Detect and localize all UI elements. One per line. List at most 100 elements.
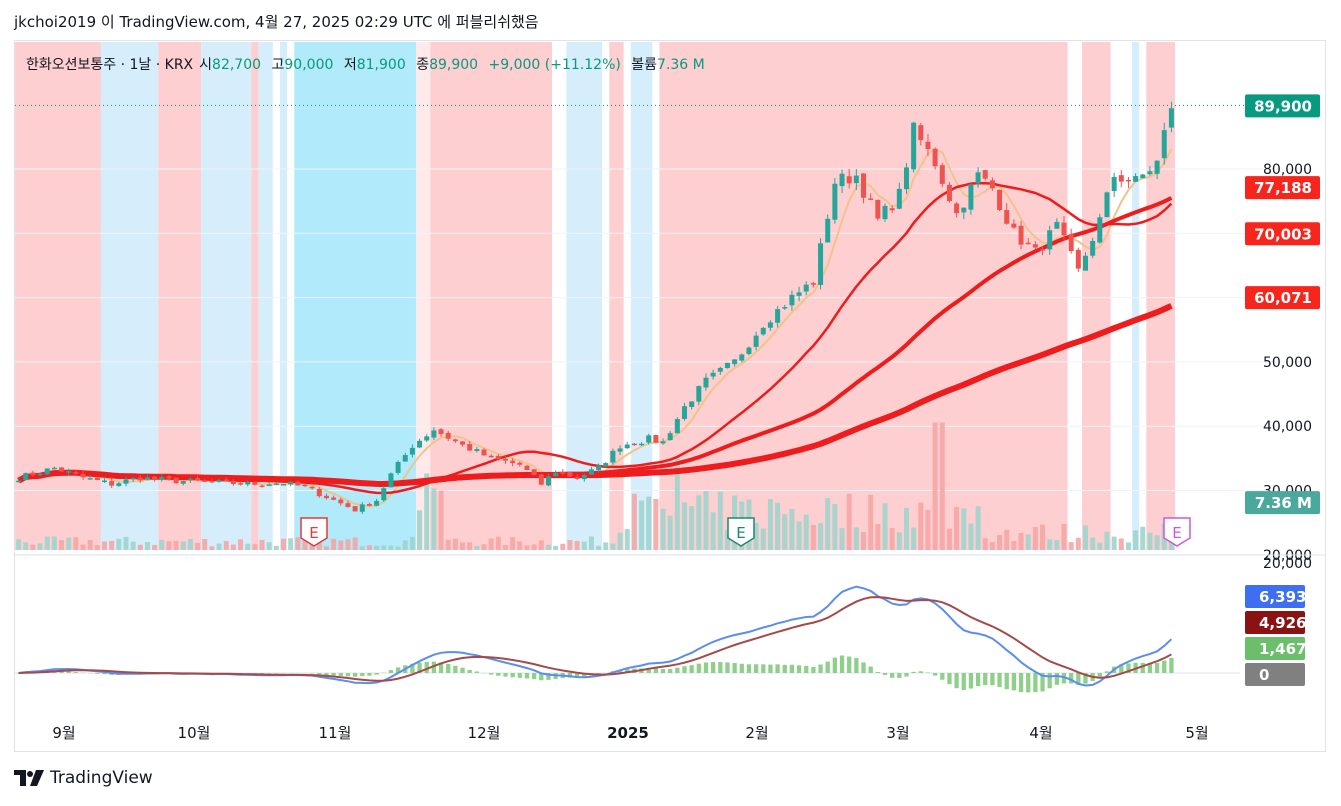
volume-bar (238, 539, 244, 550)
volume-bar (388, 545, 394, 550)
volume-bar (1061, 523, 1067, 550)
macd-badge (1245, 663, 1305, 686)
macd-histogram-bar (1018, 673, 1024, 693)
candle-body (502, 458, 508, 461)
volume-bar (1118, 538, 1124, 550)
candle-body (889, 208, 895, 211)
candle-body (882, 205, 888, 220)
publish-line: jkchoi2019 이 TradingView.com, 4월 27, 202… (14, 13, 539, 31)
volume-bar (825, 498, 831, 550)
candle-body (753, 335, 759, 347)
candle-body (846, 176, 852, 184)
volume-bar (875, 523, 881, 550)
candle-body (323, 495, 329, 499)
candle-body (1054, 221, 1060, 229)
price-badge (1245, 94, 1320, 118)
candle-body (309, 486, 315, 489)
price-badges: 89,900 77,188 70,003 60,071 7.36 M 6,393 4,926… (1245, 94, 1320, 686)
volume-bar (760, 528, 766, 550)
macd-histogram-bar (374, 673, 379, 675)
price-tick-label: 80,000 (1263, 162, 1312, 178)
macd-histogram-bar (990, 673, 995, 686)
volume-bar (359, 546, 365, 550)
candle-body (94, 477, 100, 481)
candle-body (1004, 209, 1010, 224)
macd-panel (15, 585, 1240, 693)
macd-histogram-bar (890, 673, 895, 678)
candle-body (102, 480, 108, 483)
macd-histogram-bar (1083, 673, 1088, 684)
candle-body (159, 476, 165, 480)
macd-histogram-bar (1061, 673, 1067, 684)
volume-bar (653, 498, 659, 550)
volume-bar (73, 537, 79, 550)
macd-histogram-bar (1126, 663, 1131, 673)
legend-change: +9,000 (+11.12%) (488, 57, 621, 73)
volume-bar (245, 543, 251, 550)
volume-bar (925, 509, 931, 550)
time-tick-label: 5월 (1185, 724, 1208, 742)
volume-bar (810, 525, 816, 550)
volume-bar (481, 544, 487, 550)
candle-body (939, 165, 945, 184)
candle-body (245, 482, 251, 485)
legend-high: 90,000 (284, 57, 334, 73)
earnings-marker-label: E (1172, 524, 1181, 542)
macd-badge-label: 6,393 (1259, 588, 1306, 606)
candle-body (839, 173, 845, 187)
macd-histogram-bar (653, 668, 659, 673)
candle-body (1090, 240, 1096, 256)
volume-bar (946, 528, 952, 550)
candle-body (30, 472, 36, 476)
candle-body (137, 477, 143, 481)
candle-body (775, 309, 781, 323)
macd-histogram-bar (1047, 673, 1052, 689)
volume-bar (610, 543, 616, 550)
volume-bar (273, 545, 279, 550)
earnings-marker-icon (300, 517, 328, 547)
volume-bar (295, 537, 301, 550)
volume-bar (209, 546, 215, 550)
volume-bar (753, 522, 759, 550)
volume-bar (889, 528, 895, 550)
volume-bar (767, 498, 773, 550)
macd-histogram-bar (861, 662, 866, 673)
macd-badge (1245, 637, 1305, 660)
volume-bar (288, 538, 294, 550)
candle-body (452, 439, 458, 442)
candle-body (1140, 174, 1146, 179)
candle-body (1111, 176, 1117, 192)
macd-histogram-bar (761, 664, 766, 673)
tradingview-brand[interactable]: TradingView (14, 768, 153, 788)
macd-histogram-bar (689, 665, 694, 673)
macd-histogram-bar (252, 673, 258, 674)
volume-bar (631, 493, 637, 550)
candle-body (646, 435, 652, 443)
volume-bar (80, 544, 86, 550)
volume-bar (660, 508, 666, 550)
candle-body (16, 480, 22, 483)
candle-body (911, 122, 917, 170)
candle-body (975, 172, 981, 184)
candle-body (803, 284, 809, 292)
legend-open: 82,700 (212, 57, 262, 73)
volume-bar (639, 500, 645, 550)
candle-body (853, 175, 859, 184)
candle-body (968, 184, 974, 210)
candle-body (832, 183, 838, 220)
candle-body (610, 450, 616, 463)
candle-body (997, 189, 1003, 211)
macd-histogram-bar (789, 664, 795, 673)
volume-bar (417, 510, 423, 550)
macd-histogram-bar (682, 666, 687, 673)
macd-histogram-bar (1119, 664, 1124, 673)
volume-bar (144, 542, 150, 550)
candle-body (739, 354, 745, 361)
macd-histogram-bar (102, 673, 107, 675)
volume-bar (531, 544, 537, 550)
volume-bar (202, 538, 208, 550)
macd-histogram-bar (438, 662, 444, 673)
macd-histogram-bar (854, 657, 859, 673)
